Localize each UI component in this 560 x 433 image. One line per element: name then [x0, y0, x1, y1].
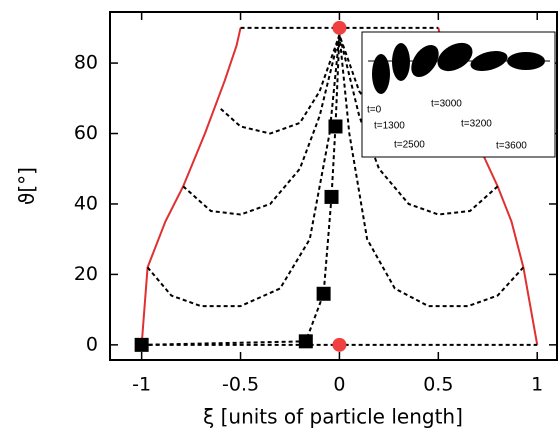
- curve: [182, 34, 341, 216]
- curve: [140, 27, 242, 345]
- y-axis-label: ϑ[°]: [15, 167, 39, 205]
- square-marker: [324, 189, 339, 204]
- x-tick-label: 0: [333, 374, 345, 396]
- square-marker: [134, 337, 149, 352]
- inset-label: t=0: [367, 105, 382, 116]
- x-axis-label: ξ [units of particle length]: [203, 405, 463, 429]
- particle: [507, 52, 545, 70]
- square-marker: [316, 286, 331, 301]
- circle-marker: [332, 337, 347, 352]
- inset-label: t=1300: [374, 121, 405, 132]
- particle: [470, 51, 508, 71]
- y-tick-label: 80: [74, 52, 98, 74]
- curve: [141, 34, 341, 346]
- y-tick-label: 20: [74, 263, 98, 285]
- y-tick-label: 0: [86, 333, 98, 355]
- x-tick-label: 0.5: [423, 374, 453, 396]
- x-tick-label: -1: [132, 374, 151, 396]
- particle: [392, 43, 410, 81]
- x-tick-label: 1: [531, 374, 543, 396]
- inset: t=0 t=1300 t=2500 t=3000 t=3200 t=3600: [361, 31, 556, 158]
- particle: [372, 54, 390, 94]
- particle: [437, 42, 473, 72]
- curve: [338, 34, 525, 308]
- square-marker: [328, 119, 343, 134]
- plot-area: -1 -0.5 0 0.5 1 0 20 40 60 80: [74, 11, 558, 396]
- y-tick-label: 60: [74, 122, 98, 144]
- y-tick-label: 40: [74, 192, 98, 214]
- plot-frame: [109, 11, 558, 361]
- particle: [411, 44, 439, 78]
- x-tick-label: -0.5: [222, 374, 259, 396]
- curve: [220, 34, 341, 135]
- inset-label: t=2500: [394, 140, 425, 151]
- curve: [146, 34, 341, 308]
- inset-label: t=3600: [496, 141, 527, 152]
- inset-label: t=3000: [431, 99, 462, 110]
- circle-marker: [332, 20, 347, 35]
- curve: [338, 34, 499, 216]
- inset-label: t=3200: [461, 119, 492, 130]
- square-marker: [298, 334, 313, 349]
